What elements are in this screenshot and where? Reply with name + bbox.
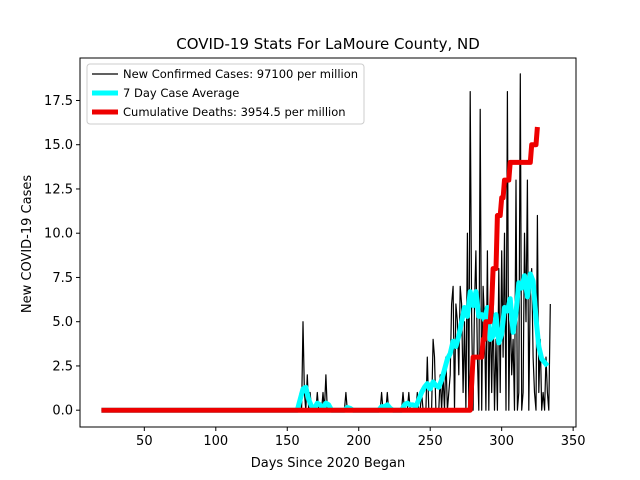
y-tick-label: 5.0 bbox=[52, 315, 73, 330]
y-axis-title: New COVID-19 Cases bbox=[20, 175, 35, 313]
x-tick-label: 100 bbox=[203, 434, 228, 449]
x-tick-label: 350 bbox=[561, 434, 586, 449]
x-tick-label: 200 bbox=[346, 434, 371, 449]
x-tick-label: 250 bbox=[418, 434, 443, 449]
y-axis: 0.0 2.5 5.0 7.5 10.0 12.5 15.0 17.5 bbox=[44, 94, 80, 419]
legend-label-3: Cumulative Deaths: 3954.5 per million bbox=[123, 105, 346, 119]
y-tick-label: 12.5 bbox=[44, 182, 73, 197]
legend-label-2: 7 Day Case Average bbox=[123, 86, 239, 100]
plot-area-frame bbox=[79, 57, 577, 428]
y-tick-label: 0.0 bbox=[52, 404, 73, 419]
legend-box bbox=[86, 63, 365, 125]
series-line-3 bbox=[101, 126, 540, 413]
x-axis-title: Days Since 2020 Began bbox=[251, 456, 406, 471]
x-tick-label: 300 bbox=[489, 434, 514, 449]
x-tick-label: 150 bbox=[275, 434, 300, 449]
legend-label-1: New Confirmed Cases: 97100 per million bbox=[123, 67, 358, 81]
x-axis: 50 100 150 200 250 300 350 bbox=[136, 427, 586, 449]
series-layer bbox=[101, 73, 551, 413]
x-tick-label: 50 bbox=[136, 434, 153, 449]
y-tick-label: 15.0 bbox=[44, 138, 73, 153]
chart-legend: New Confirmed Cases: 97100 per million 7 … bbox=[86, 63, 365, 125]
y-tick-label: 7.5 bbox=[52, 271, 73, 286]
chart-title: COVID-19 Stats For LaMoure County, ND bbox=[176, 35, 480, 53]
series-line-2 bbox=[101, 271, 550, 413]
y-tick-label: 10.0 bbox=[44, 227, 73, 242]
y-tick-label: 17.5 bbox=[44, 94, 73, 109]
y-tick-label: 2.5 bbox=[52, 359, 73, 374]
